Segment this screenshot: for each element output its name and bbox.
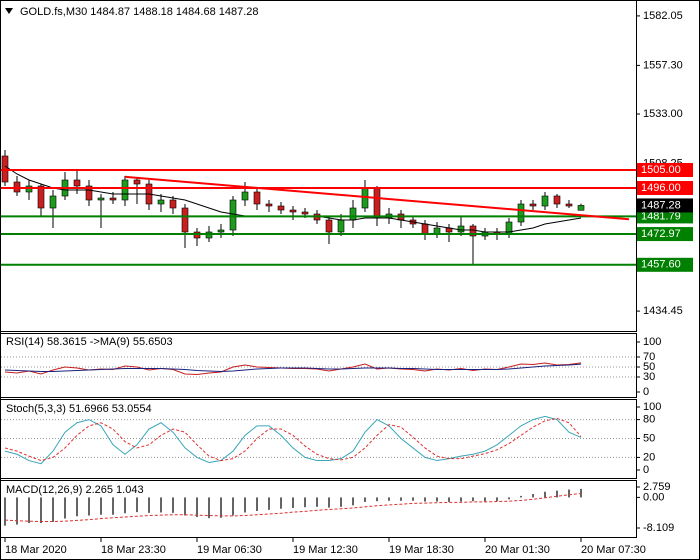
level-label: 1472.97 xyxy=(641,228,681,240)
candle-body xyxy=(97,197,105,201)
candle-body xyxy=(109,197,117,201)
level-label: 1457.60 xyxy=(641,259,681,271)
candle-body xyxy=(85,185,93,201)
candle-body xyxy=(181,207,189,233)
candle-body xyxy=(421,223,429,235)
current-price-tag xyxy=(637,198,693,213)
candle-body xyxy=(241,191,249,201)
y-tick-label: 1533.00 xyxy=(643,108,683,120)
candle-body xyxy=(349,207,357,221)
candle-body xyxy=(541,195,549,207)
panel-title: MACD(12,26,9) 2.265 1.043 xyxy=(6,484,144,496)
x-tick-label: 20 Mar 01:30 xyxy=(485,544,550,556)
y-tick-label: 100 xyxy=(643,401,661,413)
level-tag xyxy=(637,209,693,224)
y-tick-label: 1557.30 xyxy=(643,59,683,71)
candle-body xyxy=(337,219,345,233)
indicator-line xyxy=(4,415,582,465)
candle-body xyxy=(517,203,525,223)
y-tick-label: 1582.05 xyxy=(643,10,683,22)
candle-body xyxy=(121,179,129,201)
level-tag xyxy=(637,163,693,177)
y-tick-label: 50 xyxy=(643,432,655,444)
indicator-line xyxy=(4,417,582,462)
rsi-panel-frame xyxy=(0,333,637,398)
level-tag xyxy=(637,181,693,195)
panel-title: Stoch(5,3,3) 51.6966 53.0554 xyxy=(6,403,152,415)
candle-body xyxy=(73,179,81,187)
y-tick-label: 0 xyxy=(643,386,649,398)
candle-body xyxy=(277,205,285,211)
y-tick-label: 30 xyxy=(643,371,655,383)
candle-body xyxy=(325,219,333,233)
candle-body xyxy=(37,185,45,209)
y-tick-label: 80 xyxy=(643,414,655,426)
level-label: 1505.00 xyxy=(641,164,681,176)
candle-body xyxy=(529,203,537,207)
indicator-line xyxy=(4,363,582,373)
x-tick-label: 19 Mar 18:30 xyxy=(389,544,454,556)
y-tick-label: 70 xyxy=(643,351,655,363)
x-tick-label: 19 Mar 06:30 xyxy=(197,544,262,556)
candle-body xyxy=(457,225,465,233)
macd-panel-frame xyxy=(0,480,637,538)
x-tick-label: 18 Mar 2020 xyxy=(5,544,67,556)
candle-body xyxy=(133,179,141,185)
candle-body xyxy=(565,203,573,207)
candle-body xyxy=(373,187,381,219)
symbol-menu-icon[interactable] xyxy=(5,8,13,14)
candle-body xyxy=(169,199,177,209)
current-price-label: 1487.28 xyxy=(641,199,681,211)
y-tick-label: 1434.45 xyxy=(643,305,683,317)
trend-line xyxy=(124,175,630,221)
x-tick-label: 18 Mar 23:30 xyxy=(101,544,166,556)
y-tick-label: 2.759 xyxy=(643,481,671,493)
panel-title: RSI(14) 58.3615 ->MA(9) 55.6503 xyxy=(6,336,173,348)
candle-body xyxy=(289,209,297,213)
candle-body xyxy=(217,229,225,233)
candle-body xyxy=(229,199,237,231)
y-tick-label: 100 xyxy=(643,336,661,348)
candle-body xyxy=(253,191,261,205)
y-tick-label: 0 xyxy=(643,464,649,476)
candle-body xyxy=(157,199,165,205)
x-tick-label: 19 Mar 12:30 xyxy=(293,544,358,556)
macd-signal xyxy=(4,492,582,523)
panel-title: GOLD.fs,M30 1484.87 1488.18 1484.68 1487… xyxy=(20,6,259,18)
main-panel-frame xyxy=(0,0,637,332)
level-label: 1496.00 xyxy=(641,182,681,194)
y-tick-label: 20 xyxy=(643,451,655,463)
candle-body xyxy=(265,203,273,207)
y-tick-label: 0.00 xyxy=(643,491,664,503)
candle-body xyxy=(553,195,561,205)
y-tick-label: -8.109 xyxy=(643,522,674,534)
candle-body xyxy=(301,211,309,215)
candle-body xyxy=(49,195,57,209)
level-label: 1481.79 xyxy=(641,210,681,222)
level-tag xyxy=(637,227,693,242)
x-tick-label: 20 Mar 07:30 xyxy=(581,544,646,556)
y-tick-label: 50 xyxy=(643,361,655,373)
candle-body xyxy=(577,205,585,211)
level-tag xyxy=(637,257,693,272)
